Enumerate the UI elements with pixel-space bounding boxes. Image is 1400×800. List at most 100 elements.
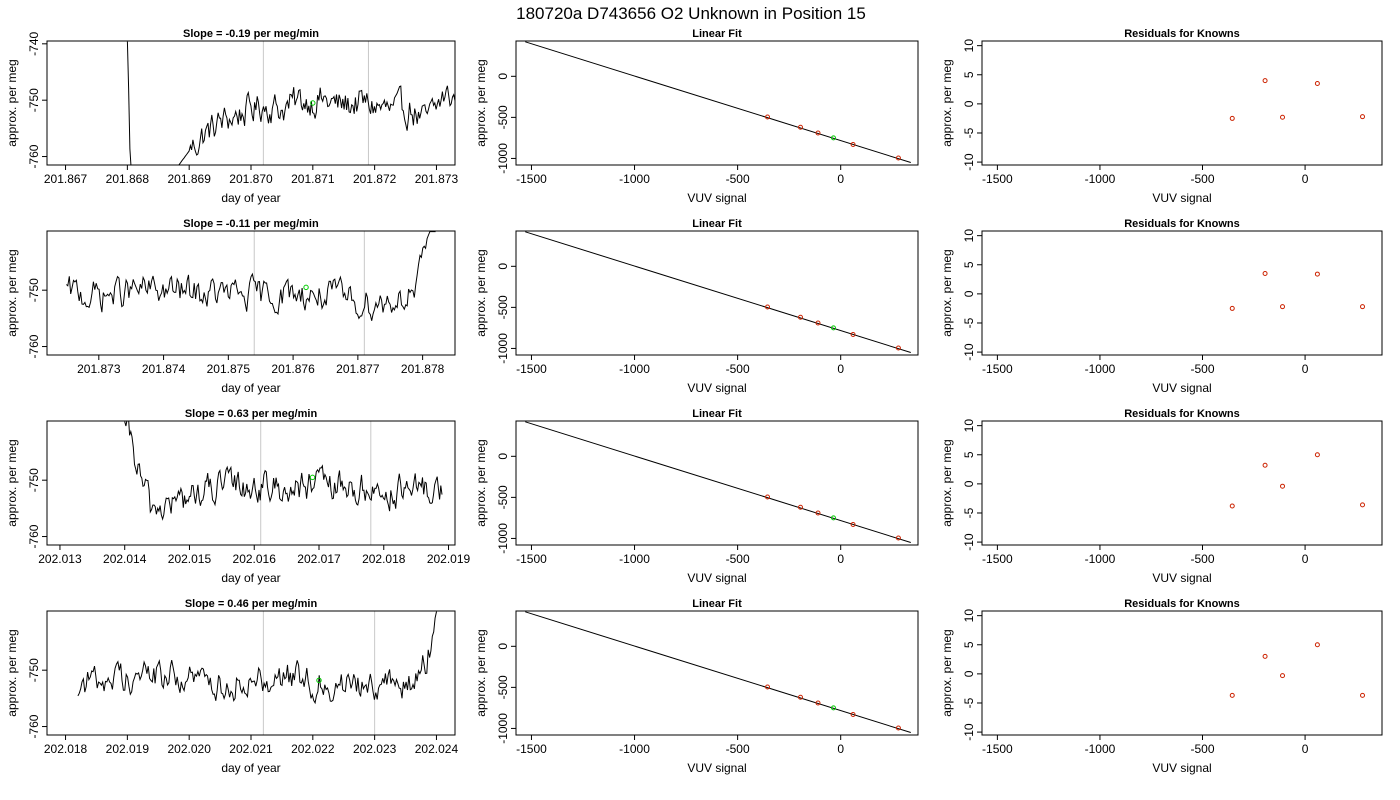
y-tick-label: 5 [962, 641, 976, 648]
known-point [815, 130, 821, 136]
residual-point [1280, 673, 1286, 679]
residual-point [1280, 304, 1286, 310]
x-tick-label: 201.874 [142, 362, 186, 376]
panel-linear-fit-row-1: Linear Fit VUV signal approx. per meg -1500… [474, 28, 919, 205]
x-tick-label: 202.014 [103, 552, 147, 566]
y-tick-label: 10 [962, 419, 976, 433]
known-point [850, 141, 856, 147]
unknown-point [303, 284, 309, 291]
x-tick-label: -1000 [619, 742, 650, 756]
x-tick-label: 201.867 [44, 172, 88, 186]
y-tick-label: 0 [962, 100, 976, 107]
known-point [797, 124, 803, 130]
y-tick-label: -5 [962, 317, 976, 328]
known-point [765, 684, 771, 690]
residual-point [1229, 115, 1235, 121]
x-tick-label: 0 [837, 362, 844, 376]
plot-area [126, 41, 455, 165]
y-axis-label: approx. per meg [474, 439, 488, 526]
unknown-point [310, 100, 316, 106]
residual-point [1262, 462, 1268, 468]
unknown-point [830, 325, 836, 331]
y-axis-label: approx. per meg [474, 249, 488, 336]
plot-frame [981, 40, 1383, 166]
y-tick-label: -760 [27, 524, 41, 548]
x-tick-label: -1000 [1085, 552, 1116, 566]
panel-timeseries-row-1: Slope = -0.19 per meg/min day of year appr… [5, 28, 458, 205]
x-tick-label: 201.875 [207, 362, 251, 376]
x-tick-label: 202.019 [106, 742, 150, 756]
plot-area [525, 41, 911, 164]
signal-trace [66, 231, 436, 321]
y-axis-label: approx. per meg [5, 439, 19, 526]
known-point [797, 314, 803, 320]
x-tick-label: -500 [726, 742, 750, 756]
plot-frame [46, 40, 456, 166]
x-tick-label: -1000 [1085, 362, 1116, 376]
y-axis-label: approx. per meg [474, 59, 488, 146]
plot-area [1229, 452, 1366, 509]
fit-line [525, 231, 911, 354]
known-point [850, 331, 856, 337]
panel-linear-fit-row-2: Linear Fit VUV signal approx. per meg -1500… [474, 218, 919, 395]
residual-point [1314, 271, 1320, 277]
panel-timeseries-row-2: Slope = -0.11 per meg/min day of year appr… [5, 218, 456, 395]
panels: Slope = -0.19 per meg/min day of year appr… [5, 28, 1383, 775]
x-tick-label: -1000 [619, 172, 650, 186]
y-tick-label: -10 [962, 533, 976, 551]
y-tick-label: 5 [962, 451, 976, 458]
y-tick-label: -750 [27, 88, 41, 112]
known-point [765, 114, 771, 120]
y-tick-label: -760 [27, 144, 41, 168]
page-title: 180720a D743656 O2 Unknown in Position 1… [516, 4, 866, 23]
known-point [765, 304, 771, 310]
plot-area [1229, 642, 1366, 698]
residual-point [1229, 503, 1235, 509]
panel-residuals-row-4: Residuals for Knowns VUV signal approx. pe… [940, 598, 1383, 775]
panel-title: Slope = 0.46 per meg/min [185, 598, 318, 610]
y-axis-label: approx. per meg [5, 249, 19, 336]
x-tick-label: 202.024 [415, 742, 459, 756]
x-tick-label: 202.016 [233, 552, 277, 566]
fit-line [525, 41, 911, 164]
x-tick-label: -1500 [982, 742, 1013, 756]
y-axis-label: approx. per meg [5, 629, 19, 716]
y-tick-label: 0 [962, 670, 976, 677]
y-tick-label: -500 [496, 675, 510, 699]
x-tick-label: 202.019 [427, 552, 471, 566]
x-tick-label: -500 [1190, 552, 1214, 566]
x-tick-label: 202.013 [38, 552, 82, 566]
plot-frame [46, 420, 456, 546]
panel-timeseries-row-4: Slope = 0.46 per meg/min day of year appro… [5, 598, 458, 775]
panel-title: Residuals for Knowns [1124, 28, 1240, 40]
panel-title: Linear Fit [692, 598, 742, 610]
y-tick-label: -750 [27, 658, 41, 682]
known-point [895, 155, 901, 161]
unknown-point [309, 474, 316, 481]
known-point [765, 494, 771, 500]
y-tick-label: -500 [496, 295, 510, 319]
panel-title: Residuals for Knowns [1124, 408, 1240, 420]
panel-title: Slope = 0.63 per meg/min [185, 408, 318, 420]
plot-area [525, 231, 911, 354]
residual-point [1360, 304, 1366, 310]
known-point [895, 725, 901, 731]
fit-line [525, 421, 911, 544]
y-tick-label: 5 [962, 261, 976, 268]
x-axis-label: VUV signal [687, 761, 746, 775]
x-tick-label: 201.873 [415, 172, 459, 186]
panel-residuals-row-3: Residuals for Knowns VUV signal approx. pe… [940, 408, 1383, 585]
x-tick-label: 201.870 [229, 172, 273, 186]
x-tick-label: 201.869 [167, 172, 211, 186]
x-axis-label: VUV signal [1152, 761, 1211, 775]
panel-title: Slope = -0.19 per meg/min [183, 28, 319, 40]
plot-area [66, 231, 436, 355]
x-axis-label: VUV signal [1152, 191, 1211, 205]
x-tick-label: 202.017 [297, 552, 341, 566]
y-tick-label: 0 [496, 643, 510, 650]
x-tick-label: 201.868 [106, 172, 150, 186]
plot-frame [515, 230, 919, 356]
y-tick-label: -5 [962, 127, 976, 138]
residual-point [1262, 653, 1268, 659]
y-tick-label: 0 [962, 290, 976, 297]
